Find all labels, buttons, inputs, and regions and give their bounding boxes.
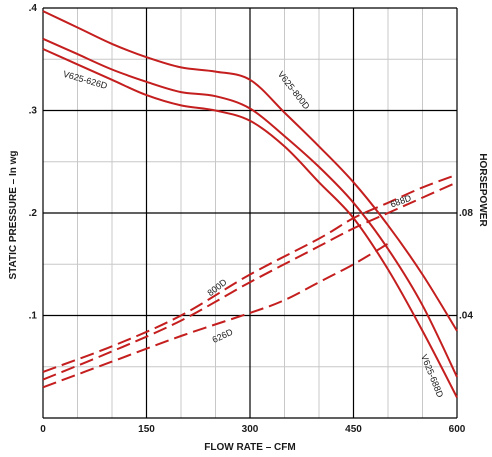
x-tick-label: 300 [242,424,259,435]
curve-label: V625-626D [62,69,109,91]
x-tick-label: 0 [40,424,46,435]
y-tick-label: .3 [29,106,38,117]
curve-label: 626D [211,327,235,345]
grid [42,7,458,419]
curve-label: V625-800D [276,69,312,111]
pressure-series-line [42,37,458,378]
curve-label: 688D [389,193,413,210]
horsepower-series-line [42,173,458,373]
x-axis-title: FLOW RATE – CFM [204,442,295,453]
pressure-series-line [42,48,458,398]
y2-tick-label: .08 [459,208,473,219]
x-tick-label: 150 [138,424,155,435]
labels-layer: 0 150 300 450 600 .4 .3 .2 .1 .08 .04 V625-800D V625… [29,3,474,435]
y-tick-label: .4 [29,3,38,14]
x-tick-label: 600 [449,424,466,435]
x-tick-label: 450 [345,424,362,435]
y-axis-title: STATIC PRESSURE – In wg [8,150,19,279]
horsepower-series-line [42,242,389,389]
y2-axis-title: HORSEPOWER [477,153,488,227]
horsepower-series-line [42,181,458,381]
y-tick-label: .1 [29,311,38,322]
y-tick-label: .2 [29,208,38,219]
pressure-series-line [42,10,458,332]
y2-tick-label: .04 [459,311,473,322]
series-layer [42,10,458,398]
